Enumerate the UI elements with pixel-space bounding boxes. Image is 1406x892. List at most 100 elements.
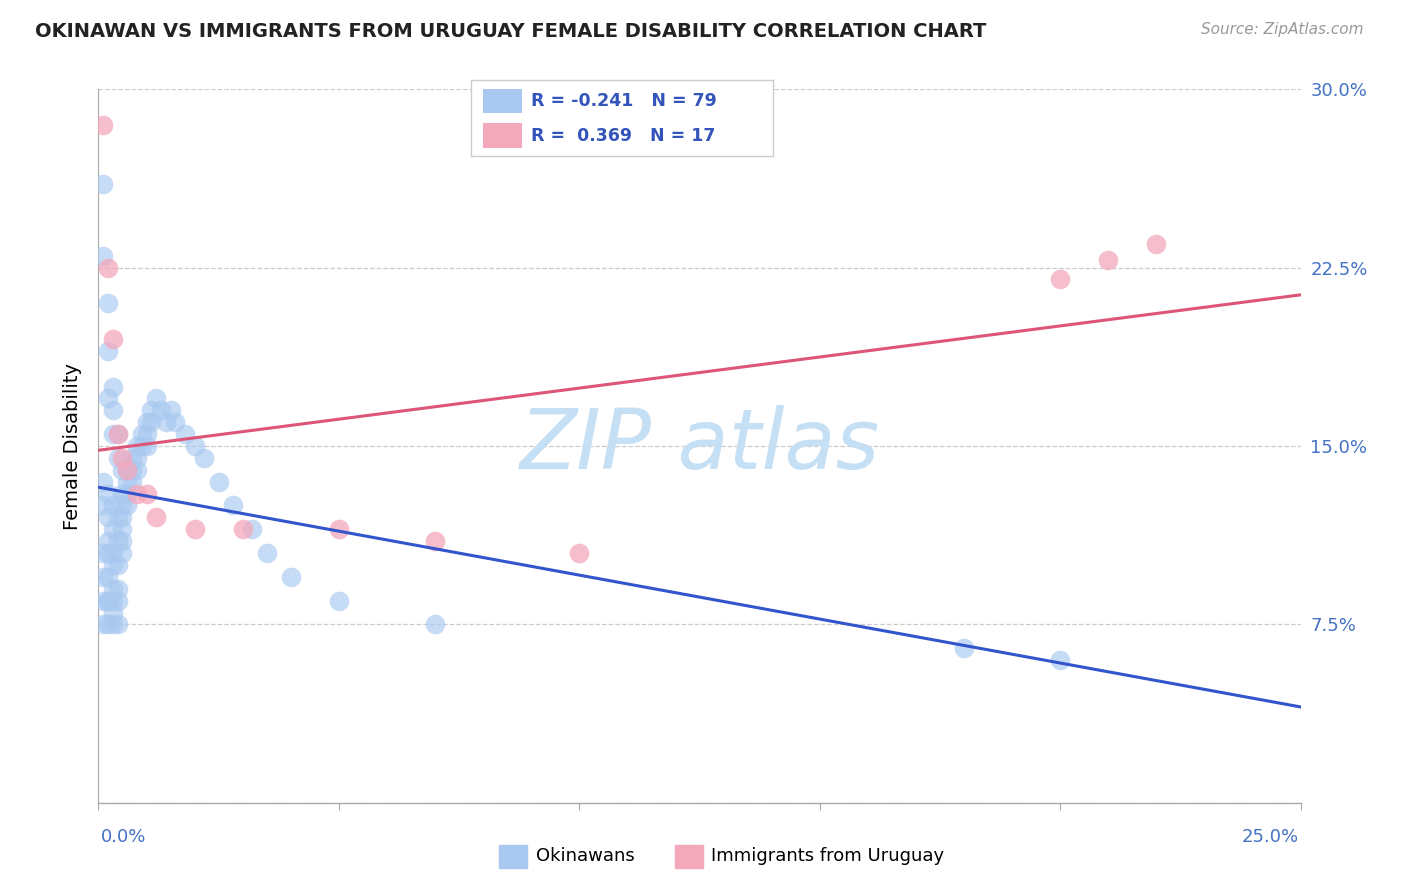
Point	[97, 510, 120, 524]
Point	[91, 593, 114, 607]
Point	[135, 439, 157, 453]
Point	[117, 486, 139, 500]
Point	[107, 617, 129, 632]
Point	[121, 475, 143, 489]
Point	[111, 486, 134, 500]
Point	[125, 439, 148, 453]
Point	[135, 415, 157, 429]
Point	[101, 379, 124, 393]
Point	[97, 392, 120, 406]
Text: R =  0.369   N = 17: R = 0.369 N = 17	[531, 127, 716, 145]
Bar	[484, 123, 523, 148]
Point	[131, 439, 153, 453]
Text: 0.0%: 0.0%	[101, 828, 146, 846]
Point	[91, 178, 114, 192]
Point	[568, 546, 591, 560]
Point	[165, 415, 187, 429]
Point	[91, 546, 114, 560]
Point	[107, 427, 129, 442]
Point	[423, 617, 446, 632]
Point	[97, 593, 120, 607]
Point	[125, 450, 148, 465]
Point	[91, 249, 114, 263]
Point	[101, 332, 124, 346]
Point	[101, 582, 124, 596]
Bar	[484, 88, 523, 113]
Text: 25.0%: 25.0%	[1241, 828, 1299, 846]
Point	[1049, 272, 1071, 286]
Point	[953, 641, 976, 656]
Point	[101, 546, 124, 560]
Point	[141, 403, 163, 417]
Point	[117, 499, 139, 513]
Point	[101, 522, 124, 536]
Point	[131, 427, 153, 442]
Point	[117, 463, 139, 477]
Point	[97, 617, 120, 632]
Point	[107, 534, 129, 549]
Point	[97, 343, 120, 358]
Point	[423, 534, 446, 549]
Point	[232, 522, 254, 536]
Point	[183, 522, 205, 536]
Point	[91, 499, 114, 513]
Point	[101, 606, 124, 620]
Text: Immigrants from Uruguay: Immigrants from Uruguay	[711, 847, 945, 865]
Point	[97, 570, 120, 584]
Point	[328, 522, 350, 536]
Point	[101, 593, 124, 607]
Point	[97, 486, 120, 500]
Point	[1144, 236, 1167, 251]
Point	[121, 450, 143, 465]
Point	[149, 403, 172, 417]
Point	[107, 427, 129, 442]
Point	[183, 439, 205, 453]
Point	[111, 510, 134, 524]
Point	[111, 463, 134, 477]
Point	[111, 534, 134, 549]
Y-axis label: Female Disability: Female Disability	[63, 362, 82, 530]
Text: R = -0.241   N = 79: R = -0.241 N = 79	[531, 92, 717, 110]
Point	[193, 450, 215, 465]
Point	[111, 450, 134, 465]
Point	[101, 617, 124, 632]
Point	[208, 475, 231, 489]
Point	[1097, 253, 1119, 268]
Point	[107, 558, 129, 572]
Point	[1049, 653, 1071, 667]
Point	[240, 522, 263, 536]
Text: OKINAWAN VS IMMIGRANTS FROM URUGUAY FEMALE DISABILITY CORRELATION CHART: OKINAWAN VS IMMIGRANTS FROM URUGUAY FEMA…	[35, 22, 987, 41]
Point	[97, 546, 120, 560]
Point	[97, 296, 120, 310]
Text: Source: ZipAtlas.com: Source: ZipAtlas.com	[1201, 22, 1364, 37]
Point	[145, 510, 167, 524]
Point	[101, 558, 124, 572]
Text: Okinawans: Okinawans	[536, 847, 634, 865]
Point	[101, 403, 124, 417]
Point	[125, 463, 148, 477]
Point	[280, 570, 302, 584]
Point	[107, 510, 129, 524]
Point	[159, 403, 181, 417]
Text: ZIP atlas: ZIP atlas	[519, 406, 880, 486]
Point	[91, 118, 114, 132]
Point	[117, 463, 139, 477]
Point	[155, 415, 177, 429]
Point	[135, 486, 157, 500]
Point	[107, 593, 129, 607]
Point	[117, 475, 139, 489]
Point	[111, 522, 134, 536]
Point	[101, 427, 124, 442]
Point	[111, 546, 134, 560]
Point	[121, 463, 143, 477]
Point	[222, 499, 245, 513]
Point	[91, 475, 114, 489]
Point	[145, 392, 167, 406]
Point	[174, 427, 197, 442]
Point	[141, 415, 163, 429]
Point	[107, 450, 129, 465]
Point	[91, 617, 114, 632]
Point	[125, 486, 148, 500]
Point	[256, 546, 278, 560]
Point	[97, 593, 120, 607]
